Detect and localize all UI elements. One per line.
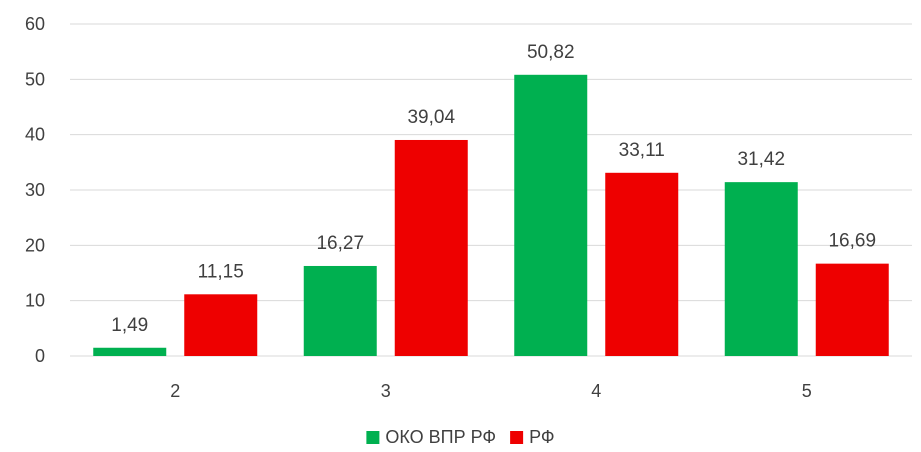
data-labels: 1,49 11,15 16,27 39,04 50,82 33,11 31,42 16,69 [111, 42, 876, 336]
x-category-label: 3 [381, 381, 391, 401]
y-tick-label: 60 [25, 14, 45, 34]
y-tick-label: 10 [25, 291, 45, 311]
legend-label: РФ [529, 427, 555, 447]
x-category-label: 5 [802, 381, 812, 401]
y-tick-label: 30 [25, 180, 45, 200]
data-label: 1,49 [111, 315, 148, 336]
legend-swatch [510, 431, 524, 444]
bar-series-1 [514, 74, 588, 357]
bars [93, 74, 889, 357]
data-label: 33,11 [619, 140, 665, 161]
bar-series-1 [303, 265, 377, 356]
y-tick-label: 40 [25, 125, 45, 145]
legend: ОКО ВПР РФ РФ [366, 427, 555, 447]
bar-series-2 [815, 263, 889, 356]
y-axis-ticks: 0 10 20 30 40 50 60 [25, 14, 45, 366]
data-label: 11,15 [198, 261, 244, 282]
legend-swatch [366, 431, 380, 444]
data-label: 31,42 [737, 149, 785, 170]
x-category-label: 4 [591, 381, 601, 401]
legend-label: ОКО ВПР РФ [385, 427, 496, 447]
data-label: 50,82 [527, 42, 575, 63]
y-tick-label: 0 [35, 346, 45, 366]
data-label: 16,27 [316, 233, 364, 254]
y-tick-label: 20 [25, 235, 45, 255]
bar-series-1 [724, 182, 798, 356]
bar-series-2 [605, 172, 679, 356]
bar-series-2 [394, 139, 468, 356]
data-label: 16,69 [828, 231, 876, 252]
data-label: 39,04 [407, 107, 455, 128]
x-axis-categories: 2 3 4 5 [170, 381, 812, 401]
bar-series-1 [93, 347, 167, 356]
x-category-label: 2 [170, 381, 180, 401]
y-tick-label: 50 [25, 69, 45, 89]
bar-series-2 [184, 294, 258, 356]
